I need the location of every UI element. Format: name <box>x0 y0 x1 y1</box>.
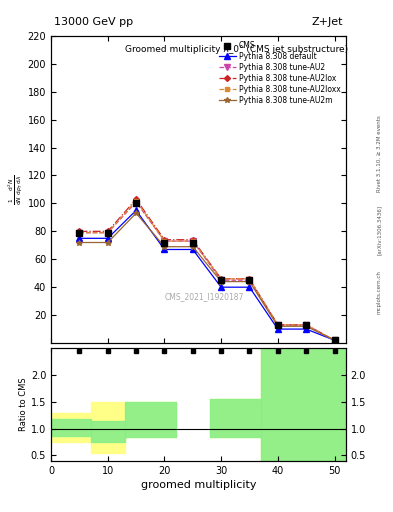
Pythia 8.308 tune-AU2 <box>247 277 252 283</box>
CMS <box>219 277 224 283</box>
Pythia 8.308 tune-AU2 <box>105 230 110 236</box>
Y-axis label: Ratio to CMS: Ratio to CMS <box>19 378 28 431</box>
Pythia 8.308 tune-AU2 <box>191 238 195 244</box>
Pythia 8.308 tune-AU2lox <box>247 276 252 282</box>
Pythia 8.308 tune-AU2m <box>134 210 138 216</box>
Pythia 8.308 default <box>275 326 280 332</box>
Pythia 8.308 tune-AU2lox <box>105 228 110 234</box>
CMS <box>77 230 82 236</box>
Pythia 8.308 default <box>105 235 110 241</box>
Pythia 8.308 tune-AU2loxx <box>105 230 110 236</box>
Pythia 8.308 tune-AU2loxx <box>219 276 224 282</box>
Pythia 8.308 tune-AU2loxx <box>247 276 252 282</box>
Legend: CMS, Pythia 8.308 default, Pythia 8.308 tune-AU2, Pythia 8.308 tune-AU2lox, Pyth: CMS, Pythia 8.308 default, Pythia 8.308 … <box>216 38 343 108</box>
Pythia 8.308 tune-AU2 <box>219 277 224 283</box>
Text: [arXiv:1306.3436]: [arXiv:1306.3436] <box>377 205 382 255</box>
Pythia 8.308 default <box>77 235 82 241</box>
Pythia 8.308 tune-AU2m <box>77 240 82 246</box>
Pythia 8.308 tune-AU2lox <box>134 196 138 202</box>
CMS <box>275 322 280 328</box>
Pythia 8.308 tune-AU2 <box>275 322 280 328</box>
Text: mcplots.cern.ch: mcplots.cern.ch <box>377 270 382 314</box>
Pythia 8.308 tune-AU2loxx <box>77 230 82 236</box>
Pythia 8.308 tune-AU2lox <box>332 337 337 344</box>
Pythia 8.308 tune-AU2m <box>191 244 195 250</box>
Pythia 8.308 tune-AU2m <box>162 244 167 250</box>
Pythia 8.308 tune-AU2lox <box>162 237 167 243</box>
Pythia 8.308 default <box>247 284 252 290</box>
Pythia 8.308 default <box>304 326 309 332</box>
Pythia 8.308 tune-AU2loxx <box>134 198 138 204</box>
Text: Groomed multiplicity λ_0° (CMS jet substructure): Groomed multiplicity λ_0° (CMS jet subst… <box>125 45 348 54</box>
CMS <box>332 337 337 344</box>
Line: Pythia 8.308 tune-AU2: Pythia 8.308 tune-AU2 <box>77 199 337 343</box>
Pythia 8.308 tune-AU2lox <box>304 322 309 328</box>
Line: Pythia 8.308 tune-AU2loxx: Pythia 8.308 tune-AU2loxx <box>77 199 336 343</box>
Line: Pythia 8.308 default: Pythia 8.308 default <box>77 207 337 343</box>
Pythia 8.308 tune-AU2 <box>162 238 167 244</box>
CMS <box>162 240 167 246</box>
Line: Pythia 8.308 tune-AU2lox: Pythia 8.308 tune-AU2lox <box>77 197 336 343</box>
Y-axis label: $\frac{1}{\mathrm{d}N}\,\frac{\mathrm{d}^2N}{\mathrm{d}p_T\,\mathrm{d}\lambda}$: $\frac{1}{\mathrm{d}N}\,\frac{\mathrm{d}… <box>7 174 25 205</box>
Pythia 8.308 tune-AU2loxx <box>332 337 337 344</box>
Pythia 8.308 tune-AU2loxx <box>304 322 309 328</box>
CMS <box>191 240 195 246</box>
Line: CMS: CMS <box>77 201 337 343</box>
Pythia 8.308 tune-AU2lox <box>219 276 224 282</box>
X-axis label: groomed multiplicity: groomed multiplicity <box>141 480 256 490</box>
CMS <box>247 277 252 283</box>
Pythia 8.308 tune-AU2lox <box>275 322 280 328</box>
Text: Z+Jet: Z+Jet <box>311 16 343 27</box>
Pythia 8.308 tune-AU2m <box>247 279 252 285</box>
CMS <box>134 200 138 206</box>
Pythia 8.308 default <box>134 207 138 214</box>
CMS <box>105 230 110 236</box>
Pythia 8.308 default <box>219 284 224 290</box>
Pythia 8.308 default <box>332 337 337 344</box>
Pythia 8.308 tune-AU2m <box>275 323 280 329</box>
Pythia 8.308 tune-AU2m <box>105 240 110 246</box>
Pythia 8.308 tune-AU2loxx <box>275 322 280 328</box>
Pythia 8.308 tune-AU2m <box>219 279 224 285</box>
Pythia 8.308 tune-AU2loxx <box>162 238 167 244</box>
Pythia 8.308 default <box>191 246 195 252</box>
Pythia 8.308 default <box>162 246 167 252</box>
Pythia 8.308 tune-AU2 <box>304 322 309 328</box>
Text: Rivet 3.1.10, ≥ 3.2M events: Rivet 3.1.10, ≥ 3.2M events <box>377 115 382 192</box>
Pythia 8.308 tune-AU2m <box>332 337 337 344</box>
Pythia 8.308 tune-AU2lox <box>77 228 82 234</box>
Pythia 8.308 tune-AU2 <box>332 337 337 344</box>
Pythia 8.308 tune-AU2lox <box>191 237 195 243</box>
Pythia 8.308 tune-AU2m <box>304 323 309 329</box>
Pythia 8.308 tune-AU2loxx <box>191 238 195 244</box>
Text: 13000 GeV pp: 13000 GeV pp <box>54 16 133 27</box>
Pythia 8.308 tune-AU2 <box>77 230 82 236</box>
CMS <box>304 322 309 328</box>
Pythia 8.308 tune-AU2 <box>134 199 138 205</box>
Text: CMS_2021_I1920187: CMS_2021_I1920187 <box>165 292 244 302</box>
Line: Pythia 8.308 tune-AU2m: Pythia 8.308 tune-AU2m <box>77 210 337 343</box>
